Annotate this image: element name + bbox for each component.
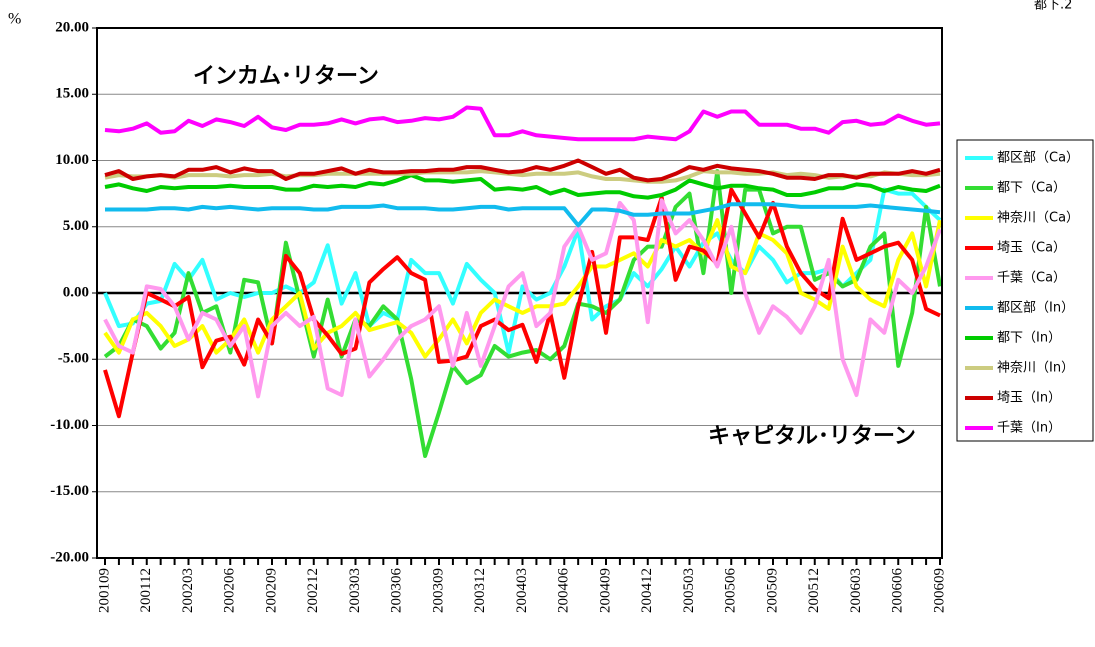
- legend-label: 埼玉（Ca）: [997, 241, 1066, 256]
- y-axis-label: %: [8, 11, 21, 28]
- legend-label: 神奈川（In）: [997, 361, 1074, 376]
- y-tick-label: -20.00: [50, 549, 89, 565]
- x-tick-label: 200206: [222, 568, 238, 614]
- x-tick-label: 200609: [931, 568, 947, 613]
- x-tick-label: 200312: [472, 568, 488, 613]
- x-tick-label: 200512: [806, 568, 822, 613]
- y-tick-label: 15.00: [55, 86, 89, 102]
- corner-note: 都下.2: [1034, 0, 1072, 13]
- x-tick-label: 200403: [514, 568, 530, 613]
- x-tick-label: 200406: [556, 568, 572, 614]
- line: [104, 158, 941, 183]
- legend-label: 千葉（Ca）: [997, 271, 1066, 286]
- line: [103, 187, 941, 419]
- x-tick-label: 200509: [764, 568, 780, 613]
- legend-label: 神奈川（Ca）: [997, 211, 1079, 226]
- y-tick-label: 20.00: [55, 19, 89, 35]
- y-tick-label: -15.00: [50, 483, 89, 499]
- legend-label: 都下（In）: [997, 331, 1061, 346]
- line: [103, 169, 942, 458]
- x-tick-label: 200109: [96, 568, 112, 613]
- x-tick-label: 200603: [848, 568, 864, 613]
- x-tick-label: 200506: [723, 568, 739, 614]
- x-tick-label: 200203: [180, 568, 196, 613]
- y-tick-label: 10.00: [55, 152, 89, 168]
- annotation: キャピタル･リターン: [708, 424, 916, 449]
- y-tick-label: -10.00: [50, 417, 89, 433]
- line: [104, 173, 941, 200]
- x-tick-label: 200409: [597, 568, 613, 613]
- x-tick-label: 200503: [681, 568, 697, 613]
- x-tick-label: 200309: [430, 568, 446, 613]
- x-tick-label: 200306: [389, 568, 405, 614]
- x-tick-label: 200412: [639, 568, 655, 613]
- x-tick-label: 200303: [347, 568, 363, 613]
- legend-label: 都区部（In）: [997, 301, 1074, 316]
- y-tick-label: 0.00: [63, 284, 89, 300]
- y-tick-label: -5.00: [58, 351, 89, 367]
- legend-label: 千葉（In）: [997, 421, 1061, 436]
- line: [103, 218, 942, 359]
- line: [103, 198, 942, 399]
- line: [105, 202, 941, 228]
- y-tick-label: 5.00: [63, 218, 89, 234]
- legend-label: 都区部（Ca）: [997, 151, 1079, 166]
- annotation: インカム･リターン: [193, 64, 379, 89]
- line: [104, 105, 941, 142]
- x-tick-label: 200112: [138, 568, 154, 612]
- legend-label: 埼玉（In）: [997, 391, 1061, 406]
- legend-box: [956, 139, 1094, 442]
- line: [104, 169, 941, 184]
- x-tick-label: 200606: [890, 568, 906, 614]
- x-tick-label: 200212: [305, 568, 321, 613]
- legend-label: 都下（Ca）: [997, 181, 1066, 196]
- plot-frame: [96, 27, 943, 559]
- x-tick-label: 200209: [263, 568, 279, 613]
